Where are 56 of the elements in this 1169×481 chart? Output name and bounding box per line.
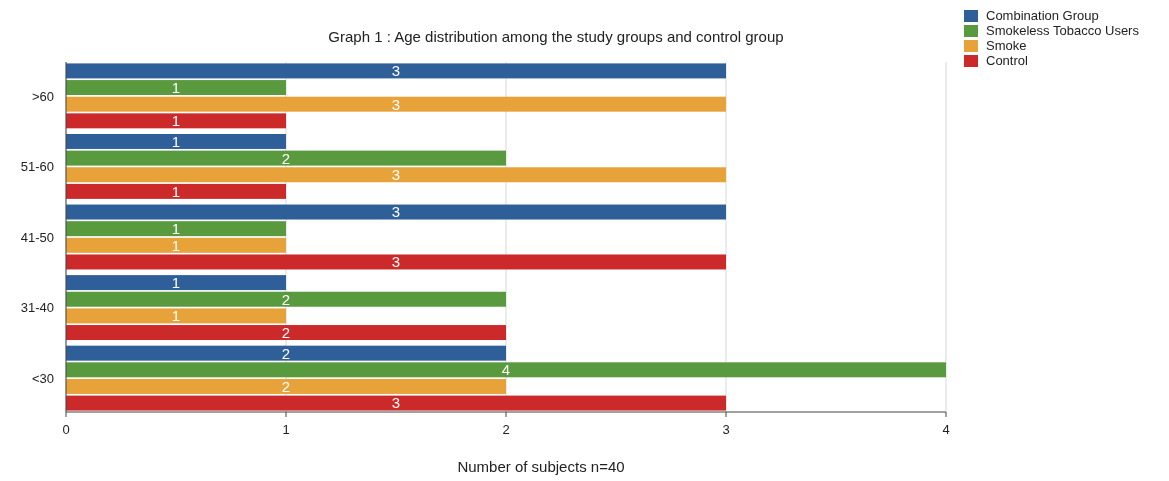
bar xyxy=(66,80,286,96)
data-label: 1 xyxy=(171,112,181,130)
x-tick-label: 4 xyxy=(942,422,950,437)
data-label: 1 xyxy=(171,78,181,96)
bar xyxy=(66,254,726,270)
bar xyxy=(66,325,506,341)
data-label: 2 xyxy=(281,323,291,341)
y-tick-label: 31-40 xyxy=(20,300,54,316)
data-label: 3 xyxy=(391,253,401,271)
bar xyxy=(66,275,286,291)
bar xyxy=(66,221,286,237)
x-tick-label: 3 xyxy=(722,422,730,437)
data-label: 4 xyxy=(501,361,511,379)
data-label: 2 xyxy=(281,149,291,167)
bar xyxy=(66,63,726,79)
x-tick-label: 1 xyxy=(282,422,290,437)
y-tick-label: >60 xyxy=(31,88,54,104)
data-label: 3 xyxy=(391,394,401,412)
data-label: 2 xyxy=(281,377,291,395)
data-label: 1 xyxy=(171,182,181,200)
y-tick-label: 41-50 xyxy=(20,229,54,245)
bar xyxy=(66,133,286,149)
legend-label: Control xyxy=(986,53,1029,68)
bar xyxy=(66,378,506,394)
bar xyxy=(66,150,506,166)
data-label: 1 xyxy=(171,132,181,150)
legend-label: Smoke xyxy=(986,38,1027,53)
legend-label: Smokeless Tobacco Users xyxy=(986,23,1140,38)
data-label: 3 xyxy=(391,203,401,221)
x-tick-label: 0 xyxy=(62,422,70,437)
x-axis-title: Number of subjects n=40 xyxy=(457,458,625,475)
data-label: 1 xyxy=(171,307,181,325)
bar xyxy=(66,113,286,129)
bar xyxy=(66,167,726,183)
legend-label: Combination Group xyxy=(986,8,1099,23)
data-label: 3 xyxy=(391,62,401,80)
bar xyxy=(66,204,726,220)
x-tick-label: 2 xyxy=(502,422,510,437)
data-label: 3 xyxy=(391,166,401,184)
data-label: 1 xyxy=(171,274,181,291)
bar xyxy=(66,395,726,411)
data-label: 3 xyxy=(391,95,401,113)
bar xyxy=(66,96,726,112)
chart-title: Graph 1 : Age distribution among the study groups and control group xyxy=(328,28,784,45)
data-label: 2 xyxy=(281,290,291,308)
data-label: 1 xyxy=(171,236,181,254)
bar xyxy=(66,308,286,324)
bar xyxy=(66,183,286,199)
bar xyxy=(66,345,506,361)
data-label: 2 xyxy=(281,344,291,362)
y-tick-label: 51-60 xyxy=(20,159,54,175)
bar xyxy=(66,237,286,253)
y-tick-label: <30 xyxy=(31,370,54,386)
bar xyxy=(66,291,506,307)
data-label: 1 xyxy=(171,220,181,238)
bar xyxy=(66,362,946,378)
